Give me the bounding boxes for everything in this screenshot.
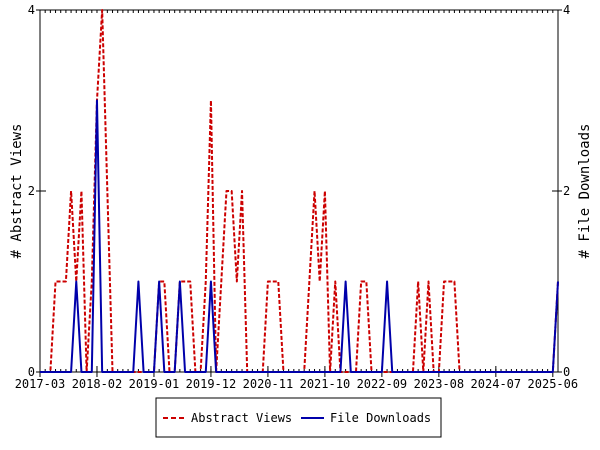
y-right-tick-label: 4 [563, 3, 570, 17]
y-axis-left-title: # Abstract Views [9, 124, 25, 259]
x-tick-label: 2019-12 [186, 377, 237, 391]
y-right-tick-label: 2 [563, 184, 570, 198]
y-left-tick-label: 2 [28, 184, 35, 198]
x-tick-label: 2021-10 [300, 377, 351, 391]
x-tick-label: 2024-07 [471, 377, 522, 391]
legend-box [155, 397, 442, 438]
y-left-tick-label: 4 [28, 3, 35, 17]
y-axis-right-title: # File Downloads [577, 124, 593, 259]
y-right-tick-label: 0 [563, 365, 570, 379]
legend-label-abstract-views: Abstract Views [191, 411, 292, 425]
x-tick-label: 2023-08 [414, 377, 465, 391]
plot-area [39, 9, 559, 373]
y-left-tick-label: 0 [28, 365, 35, 379]
x-tick-label: 2025-06 [528, 377, 579, 391]
x-tick-label: 2018-02 [72, 377, 123, 391]
x-tick-label: 2022-09 [357, 377, 408, 391]
x-tick-label: 2019-01 [129, 377, 180, 391]
legend-label-file-downloads: File Downloads [330, 411, 431, 425]
x-tick-label: 2017-03 [15, 377, 66, 391]
x-tick-label: 2020-11 [243, 377, 294, 391]
legend: Abstract Views File Downloads [155, 397, 442, 438]
